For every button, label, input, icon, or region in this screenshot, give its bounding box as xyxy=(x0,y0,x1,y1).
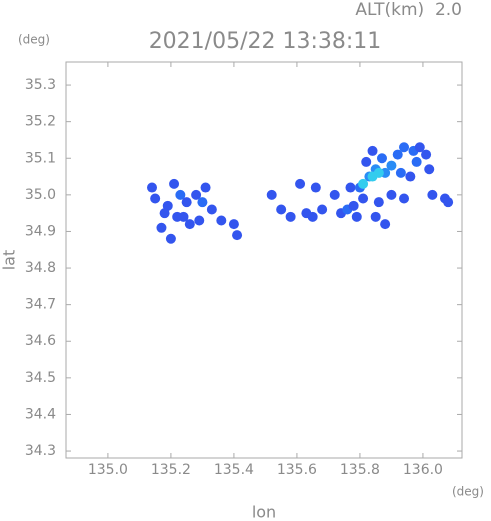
echo-point xyxy=(373,197,384,208)
echo-point xyxy=(427,189,438,200)
echo-point xyxy=(395,167,406,178)
echo-point xyxy=(361,156,372,167)
echo-point xyxy=(392,149,403,160)
echo-point xyxy=(150,193,161,204)
echo-point xyxy=(348,200,359,211)
echo-point xyxy=(329,189,340,200)
x-tick-label: 135.6 xyxy=(277,462,317,478)
echo-point xyxy=(414,142,425,153)
x-tick-label: 135.2 xyxy=(151,462,191,478)
echo-point xyxy=(178,211,189,222)
plot-frame xyxy=(65,61,463,459)
echo-point xyxy=(386,189,397,200)
echo-point xyxy=(228,219,239,230)
echo-point xyxy=(191,189,202,200)
y-tick-label: 35.0 xyxy=(25,187,56,203)
echo-point xyxy=(386,160,397,171)
echo-point xyxy=(232,230,243,241)
echo-point xyxy=(266,189,277,200)
y-tick-label: 34.7 xyxy=(25,297,56,313)
echo-point xyxy=(399,193,410,204)
echo-point xyxy=(295,178,306,189)
y-tick-label: 34.8 xyxy=(25,260,56,276)
echo-point xyxy=(181,197,192,208)
echo-point xyxy=(424,164,435,175)
echo-point xyxy=(345,182,356,193)
echo-point xyxy=(405,171,416,182)
echo-point xyxy=(159,208,170,219)
echo-point xyxy=(285,211,296,222)
x-tick-label: 135.4 xyxy=(214,462,254,478)
echo-point xyxy=(307,211,318,222)
echo-point xyxy=(165,233,176,244)
y-tick-label: 34.6 xyxy=(25,333,56,349)
x-axis-label: lon xyxy=(252,503,276,521)
echo-point xyxy=(317,204,328,215)
echo-point xyxy=(194,215,205,226)
echo-point xyxy=(376,153,387,164)
echo-point xyxy=(421,149,432,160)
x-tick-label: 135.0 xyxy=(88,462,128,478)
echo-point xyxy=(443,197,454,208)
echo-point xyxy=(380,219,391,230)
x-unit: (deg) xyxy=(452,485,484,499)
echo-point xyxy=(373,167,384,178)
echo-point xyxy=(411,156,422,167)
y-tick-label: 35.1 xyxy=(25,150,56,166)
echo-point xyxy=(370,211,381,222)
echo-point xyxy=(367,145,378,156)
y-tick-label: 34.4 xyxy=(25,406,56,422)
echo-point xyxy=(358,193,369,204)
y-tick-label: 35.3 xyxy=(25,77,56,93)
echo-point xyxy=(197,197,208,208)
echo-point xyxy=(147,182,158,193)
y-tick-label: 34.3 xyxy=(25,443,56,459)
echo-point xyxy=(216,215,227,226)
echo-point xyxy=(156,222,167,233)
y-axis-label: lat xyxy=(0,250,19,271)
y-tick-label: 34.5 xyxy=(25,370,56,386)
chart-title: 2021/05/22 13:38:11 xyxy=(149,29,382,54)
echo-point xyxy=(206,204,217,215)
echo-point xyxy=(358,178,369,189)
echo-point xyxy=(310,182,321,193)
echo-point xyxy=(200,182,211,193)
echo-point xyxy=(399,142,410,153)
echo-point xyxy=(276,204,287,215)
echo-point xyxy=(351,211,362,222)
x-tick-label: 135.8 xyxy=(340,462,380,478)
y-tick-label: 34.9 xyxy=(25,223,56,239)
y-tick-label: 35.2 xyxy=(25,114,56,130)
altitude-label: ALT(km) 2.0 xyxy=(355,0,462,20)
echo-point xyxy=(175,189,186,200)
y-unit: (deg) xyxy=(18,33,50,47)
x-tick-label: 136.0 xyxy=(403,462,443,478)
echo-point xyxy=(169,178,180,189)
echo-point xyxy=(184,219,195,230)
